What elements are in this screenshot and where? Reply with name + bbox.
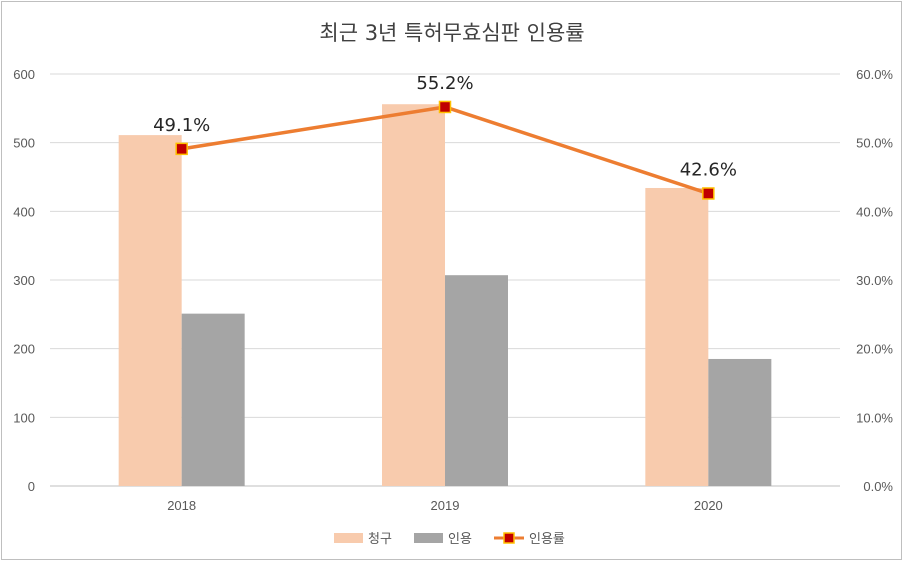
y-right-tick-label: 30.0% <box>856 273 893 288</box>
bars <box>118 104 772 487</box>
legend-label: 인용 <box>448 532 472 547</box>
y-right-tick-label: 40.0% <box>856 204 893 219</box>
y-left-tick-label: 400 <box>13 204 35 219</box>
rate-data-label: 42.6% <box>680 159 737 180</box>
legend-swatch <box>414 533 443 543</box>
legend-label: 인용률 <box>529 532 565 547</box>
legend-swatch <box>334 533 363 543</box>
rate-data-label: 49.1% <box>153 115 210 136</box>
data-labels: 49.1% 55.2% 42.6% <box>153 73 737 181</box>
rate-marker <box>702 187 715 200</box>
legend-label: 청구 <box>368 532 392 547</box>
axes: 0 100 200 300 400 500 600 0.0% 10.0% 20.0% 30.0% 40… <box>13 67 893 513</box>
chart-title: 최근 3년 특허무효심판 인용률 <box>319 21 584 45</box>
y-left-tick-label: 600 <box>13 67 35 82</box>
bar-claims-2018 <box>118 135 182 486</box>
y-left-tick-label: 100 <box>13 410 35 425</box>
y-right-tick-label: 60.0% <box>856 67 893 82</box>
bar-claims-2020 <box>645 187 709 486</box>
y-right-tick-label: 0.0% <box>863 479 893 494</box>
y-left-tick-label: 500 <box>13 136 35 151</box>
rate-marker <box>175 142 188 156</box>
y-left-tick-label: 200 <box>13 342 35 357</box>
bar-granted-2020 <box>708 358 772 486</box>
y-right-tick-label: 50.0% <box>856 136 893 151</box>
bar-claims-2019 <box>382 104 445 487</box>
rate-data-label: 55.2% <box>416 73 473 94</box>
y-right-tick-label: 10.0% <box>856 410 893 425</box>
bar-granted-2019 <box>445 275 508 486</box>
x-tick-label: 2018 <box>167 498 196 513</box>
x-tick-label: 2019 <box>431 498 460 513</box>
legend: 청구 인용 인용률 <box>334 532 565 547</box>
y-left-tick-label: 0 <box>28 479 35 494</box>
y-left-tick-label: 300 <box>13 273 35 288</box>
rate-line <box>175 100 715 200</box>
legend-marker-swatch <box>503 532 515 544</box>
x-tick-label: 2020 <box>694 498 723 513</box>
y-right-tick-label: 20.0% <box>856 342 893 357</box>
rate-marker <box>438 100 452 114</box>
bar-granted-2018 <box>181 313 245 486</box>
